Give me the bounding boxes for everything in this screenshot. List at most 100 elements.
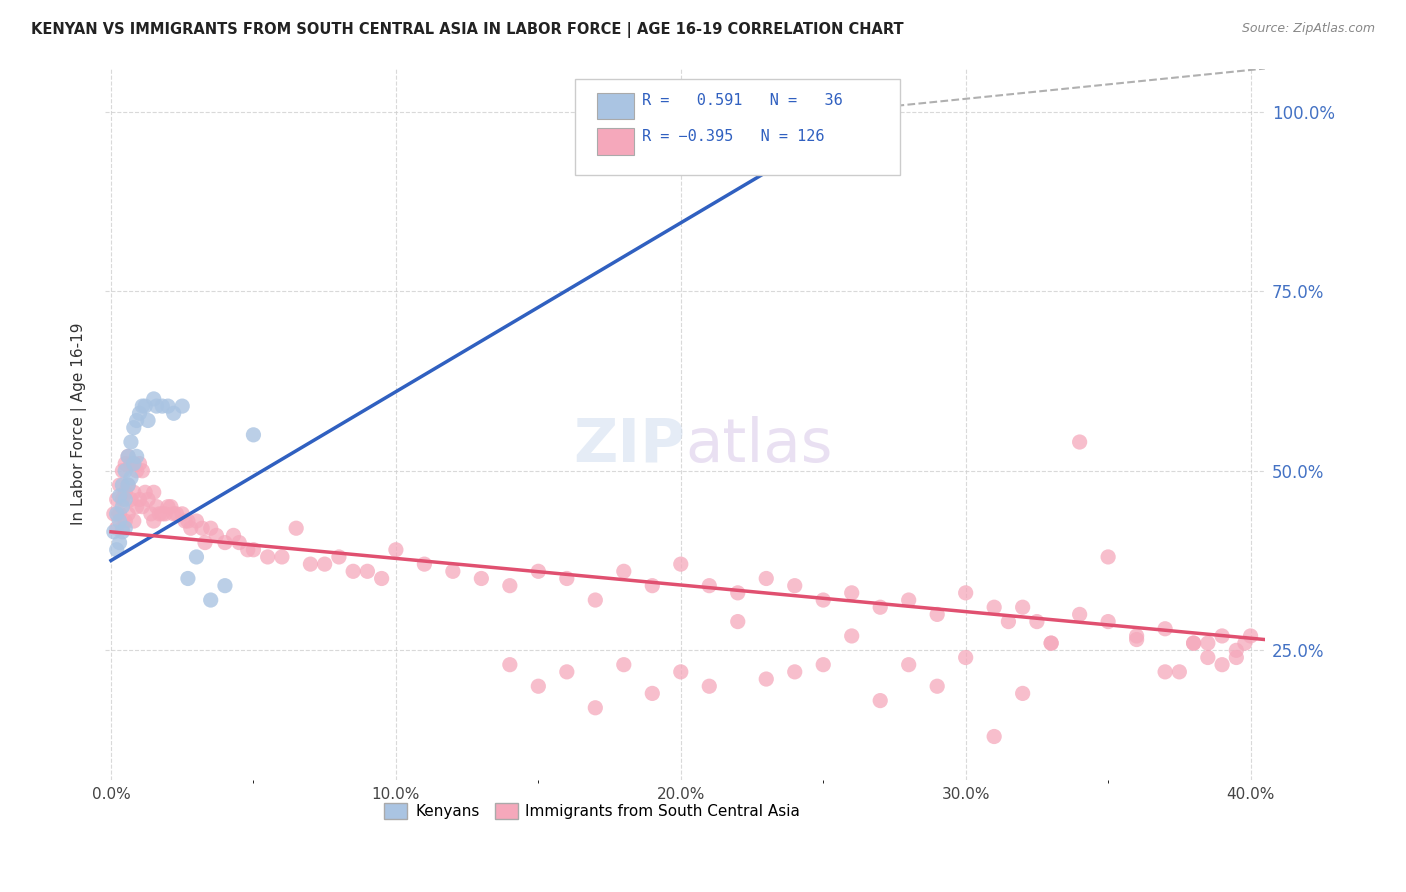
- Point: [103, 524, 125, 539]
- Point: [1211, 629, 1233, 643]
- Point: [145, 500, 167, 514]
- Point: [134, 485, 156, 500]
- Point: [499, 579, 522, 593]
- Point: [117, 450, 139, 464]
- Text: R = −0.395   N = 126: R = −0.395 N = 126: [643, 128, 825, 144]
- Point: [111, 524, 134, 539]
- Point: [122, 457, 145, 471]
- Legend: Kenyans, Immigrants from South Central Asia: Kenyans, Immigrants from South Central A…: [378, 797, 806, 825]
- Point: [1197, 650, 1219, 665]
- Point: [142, 514, 165, 528]
- Point: [1040, 636, 1063, 650]
- Point: [108, 514, 131, 528]
- Point: [120, 457, 142, 471]
- Point: [1097, 549, 1119, 564]
- Point: [172, 507, 194, 521]
- Point: [128, 406, 150, 420]
- Point: [641, 579, 664, 593]
- Point: [142, 485, 165, 500]
- Point: [142, 392, 165, 406]
- Point: [156, 500, 179, 514]
- Point: [131, 500, 153, 514]
- FancyBboxPatch shape: [575, 79, 900, 175]
- Point: [186, 514, 208, 528]
- Point: [813, 657, 835, 672]
- Point: [869, 600, 891, 615]
- Point: [1211, 657, 1233, 672]
- Point: [370, 572, 392, 586]
- Text: KENYAN VS IMMIGRANTS FROM SOUTH CENTRAL ASIA IN LABOR FORCE | AGE 16-19 CORRELAT: KENYAN VS IMMIGRANTS FROM SOUTH CENTRAL …: [31, 22, 904, 38]
- Point: [163, 406, 186, 420]
- Point: [117, 478, 139, 492]
- Point: [122, 485, 145, 500]
- Point: [697, 579, 720, 593]
- Point: [555, 572, 578, 586]
- Point: [117, 478, 139, 492]
- Point: [136, 492, 159, 507]
- Point: [134, 399, 156, 413]
- Point: [228, 535, 250, 549]
- Point: [139, 507, 162, 521]
- Point: [120, 492, 142, 507]
- Point: [342, 564, 364, 578]
- Point: [1233, 636, 1256, 650]
- Point: [583, 700, 606, 714]
- Point: [783, 579, 806, 593]
- Point: [470, 572, 492, 586]
- Point: [869, 693, 891, 707]
- Point: [669, 557, 692, 571]
- Point: [114, 485, 136, 500]
- Point: [813, 593, 835, 607]
- Point: [897, 657, 920, 672]
- Point: [108, 478, 131, 492]
- Point: [927, 679, 949, 693]
- Point: [222, 528, 245, 542]
- Text: atlas: atlas: [685, 416, 832, 475]
- Point: [114, 514, 136, 528]
- Point: [117, 507, 139, 521]
- Point: [122, 420, 145, 434]
- Point: [108, 489, 131, 503]
- Point: [1125, 632, 1147, 647]
- Point: [156, 399, 179, 413]
- Point: [105, 507, 128, 521]
- Point: [314, 557, 336, 571]
- Point: [136, 413, 159, 427]
- Point: [955, 586, 977, 600]
- Point: [148, 507, 170, 521]
- Text: R =   0.591   N =   36: R = 0.591 N = 36: [643, 93, 844, 108]
- Point: [727, 615, 749, 629]
- Point: [1182, 636, 1205, 650]
- Point: [613, 564, 636, 578]
- Point: [499, 657, 522, 672]
- Point: [1225, 643, 1247, 657]
- Point: [1097, 615, 1119, 629]
- Point: [841, 629, 863, 643]
- Point: [200, 521, 222, 535]
- Point: [214, 579, 236, 593]
- Point: [111, 521, 134, 535]
- Point: [174, 514, 197, 528]
- Point: [150, 507, 173, 521]
- Point: [613, 657, 636, 672]
- Point: [927, 607, 949, 622]
- Point: [114, 464, 136, 478]
- Point: [997, 615, 1019, 629]
- Y-axis label: In Labor Force | Age 16-19: In Labor Force | Age 16-19: [72, 323, 87, 525]
- Point: [131, 464, 153, 478]
- Point: [177, 572, 200, 586]
- Point: [108, 507, 131, 521]
- Point: [555, 665, 578, 679]
- Point: [1154, 622, 1177, 636]
- Point: [242, 542, 264, 557]
- Point: [1197, 636, 1219, 650]
- Point: [200, 593, 222, 607]
- Point: [755, 672, 778, 686]
- Point: [1125, 629, 1147, 643]
- FancyBboxPatch shape: [598, 128, 634, 154]
- Point: [125, 413, 148, 427]
- Point: [1069, 607, 1091, 622]
- Point: [191, 521, 214, 535]
- Point: [669, 665, 692, 679]
- Point: [755, 572, 778, 586]
